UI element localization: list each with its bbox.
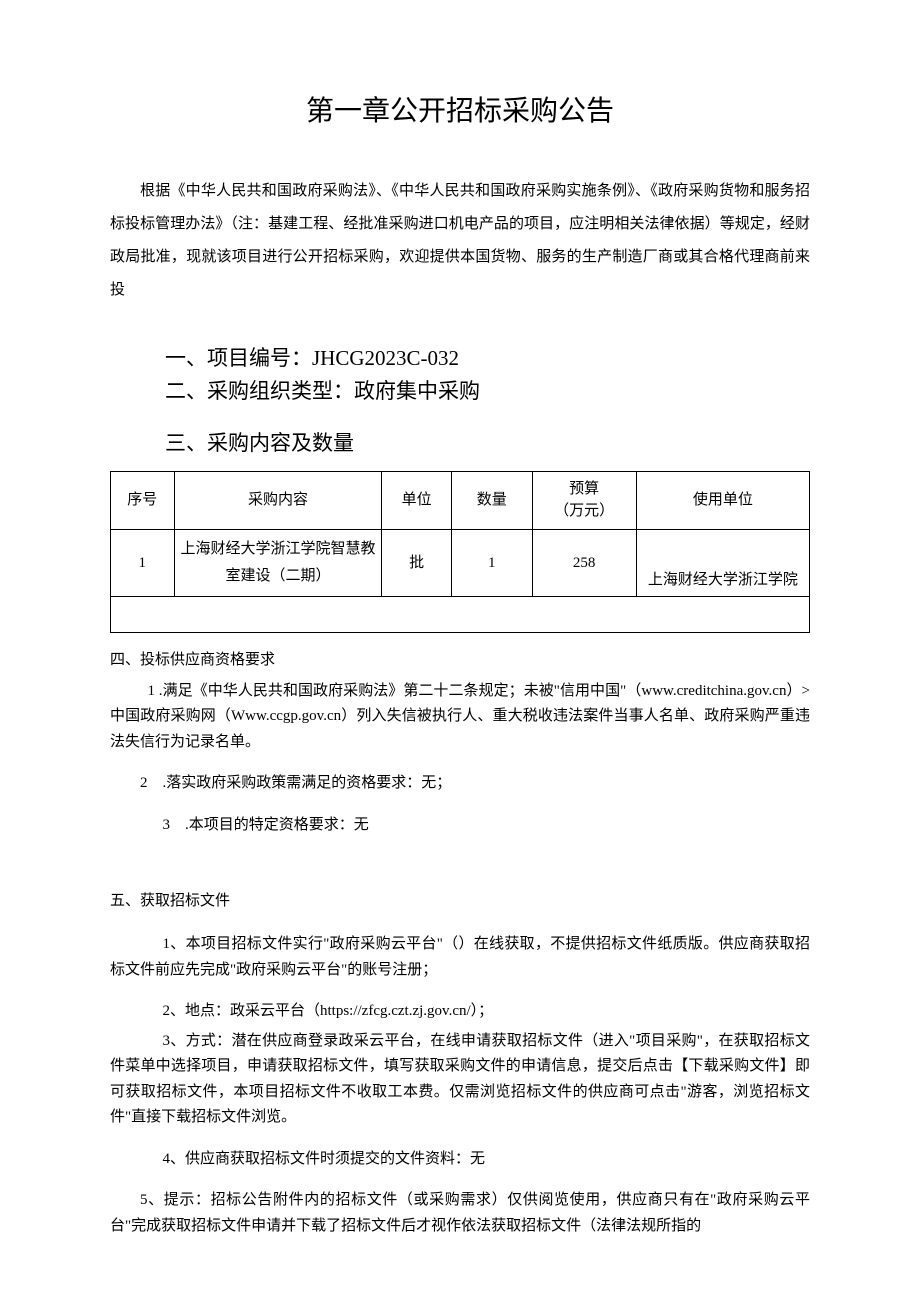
header-content: 采购内容 xyxy=(174,471,382,529)
section4-heading: 四、投标供应商资格要求 xyxy=(110,647,810,674)
section2-heading: 二、采购组织类型：政府集中采购 xyxy=(165,375,810,409)
header-dept: 使用单位 xyxy=(636,471,809,529)
cell-dept: 上海财经大学浙江学院 xyxy=(636,529,809,596)
section5-heading: 五、获取招标文件 xyxy=(110,888,810,915)
section1-heading: 一、项目编号：JHCG2023C-032 xyxy=(165,342,810,376)
section3-heading: 三、采购内容及数量 xyxy=(165,427,810,461)
cell-content-line1: 上海财经大学浙江学院智慧教 xyxy=(181,541,376,557)
document-title: 第一章公开招标采购公告 xyxy=(110,90,810,135)
procurement-table: 序号 采购内容 单位 数量 预算 （万元） 使用单位 1 上海财经大学浙江学院智… xyxy=(110,471,810,633)
section-headings: 一、项目编号：JHCG2023C-032 二、采购组织类型：政府集中采购 xyxy=(165,342,810,409)
header-budget: 预算 （万元） xyxy=(532,471,636,529)
header-budget-line1: 预算 xyxy=(569,481,599,497)
cell-content-line2: 室建设（二期） xyxy=(226,568,331,584)
section4-item2: 2 .落实政府采购政策需满足的资格要求：无； xyxy=(110,771,810,797)
table-empty-row xyxy=(111,596,810,632)
section4-item3: 3 .本项目的特定资格要求：无 xyxy=(110,813,810,839)
section5-item4: 4、供应商获取招标文件时须提交的文件资料：无 xyxy=(110,1147,810,1173)
intro-paragraph: 根据《中华人民共和国政府采购法》、《中华人民共和国政府采购实施条例》、《政府采购… xyxy=(110,175,810,307)
header-budget-line2: （万元） xyxy=(554,503,614,519)
cell-budget: 258 xyxy=(532,529,636,596)
section4-item1: 1 .满足《中华人民共和国政府采购法》第二十二条规定；未被"信用中国"（www.… xyxy=(110,679,810,756)
cell-content: 上海财经大学浙江学院智慧教 室建设（二期） xyxy=(174,529,382,596)
cell-seq: 1 xyxy=(111,529,175,596)
table-row: 1 上海财经大学浙江学院智慧教 室建设（二期） 批 1 258 上海财经大学浙江… xyxy=(111,529,810,596)
cell-qty: 1 xyxy=(451,529,532,596)
section5-item5: 5、提示：招标公告附件内的招标文件（或采购需求）仅供阅览使用，供应商只有在"政府… xyxy=(110,1188,810,1239)
table-header-row: 序号 采购内容 单位 数量 预算 （万元） 使用单位 xyxy=(111,471,810,529)
empty-cell xyxy=(111,596,810,632)
section5-item3: 3、方式：潜在供应商登录政采云平台，在线申请获取招标文件（进入"项目采购"，在获… xyxy=(110,1029,810,1131)
section5-item2: 2、地点：政采云平台（https://zfcg.czt.zj.gov.cn/）； xyxy=(110,999,810,1025)
header-seq: 序号 xyxy=(111,471,175,529)
section5-item1: 1、本项目招标文件实行"政府采购云平台"（）在线获取，不提供招标文件纸质版。供应… xyxy=(110,932,810,983)
header-qty: 数量 xyxy=(451,471,532,529)
header-unit: 单位 xyxy=(382,471,451,529)
cell-unit: 批 xyxy=(382,529,451,596)
